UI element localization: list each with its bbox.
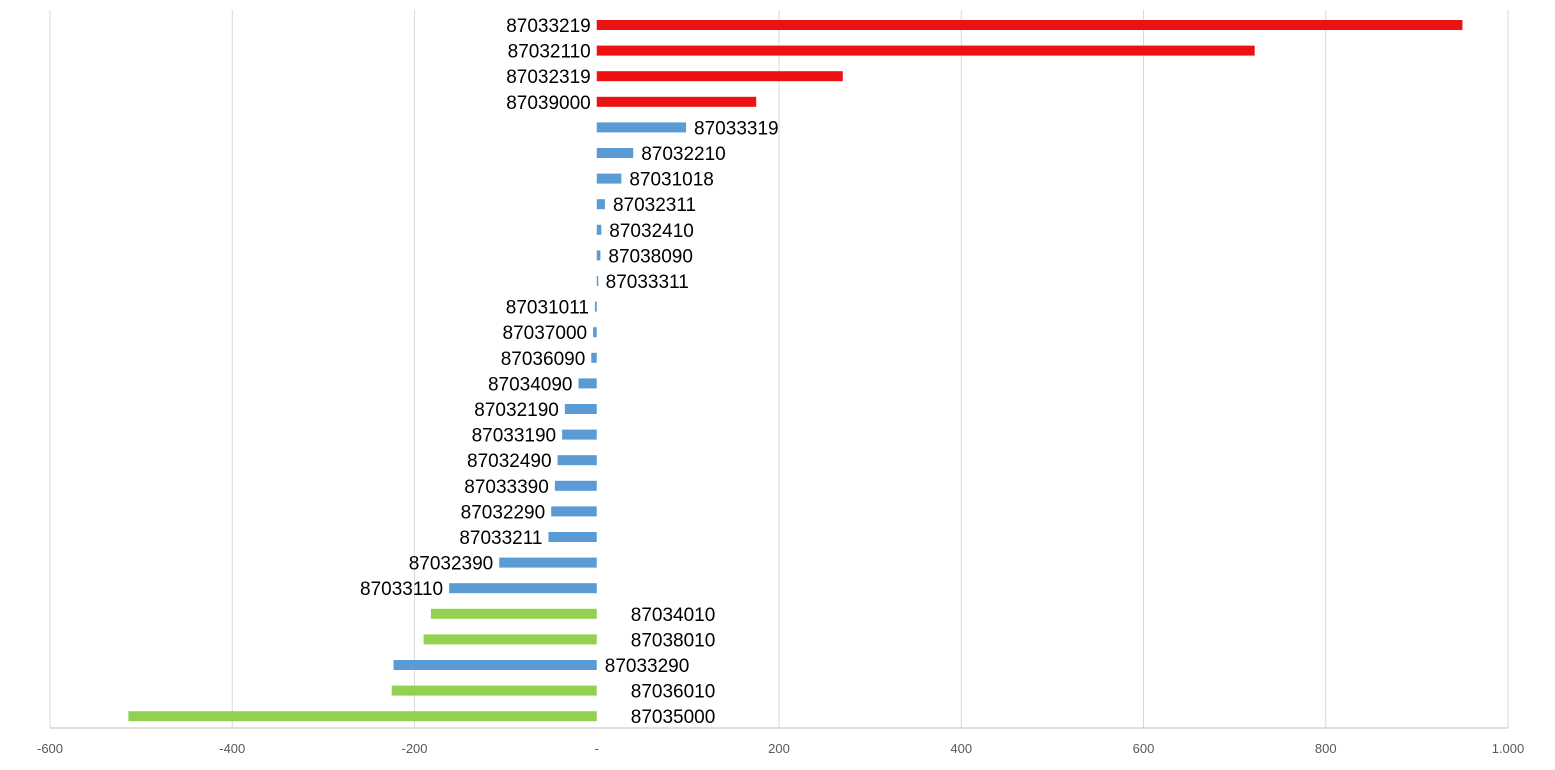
bar-87032190 bbox=[564, 404, 597, 414]
bar-87033319 bbox=[596, 122, 687, 133]
x-tick-label: - bbox=[595, 741, 599, 756]
category-label: 87039000 bbox=[506, 93, 591, 114]
bar-87038010 bbox=[423, 634, 597, 645]
bar-87031018 bbox=[596, 173, 622, 184]
category-label: 87032290 bbox=[461, 502, 546, 523]
category-label: 87032110 bbox=[508, 42, 591, 63]
bar-87034090 bbox=[578, 378, 597, 389]
bars bbox=[128, 20, 1463, 722]
category-label: 87032311 bbox=[613, 195, 696, 216]
category-labels: 87033219 87032110 87032319 87039000 87033319… bbox=[360, 16, 779, 728]
bar-87033311 bbox=[596, 276, 599, 286]
x-tick-label: 800 bbox=[1315, 741, 1337, 756]
x-tick-label: -600 bbox=[37, 741, 63, 756]
category-label: 87032319 bbox=[506, 67, 591, 88]
category-label: 87032210 bbox=[641, 144, 726, 165]
category-label: 87032490 bbox=[467, 451, 552, 472]
category-label: 87036010 bbox=[631, 682, 716, 703]
x-tick-label: 400 bbox=[950, 741, 972, 756]
bar-87036010 bbox=[391, 685, 597, 696]
category-label: 87034010 bbox=[631, 605, 716, 626]
bar-87033219 bbox=[596, 20, 1463, 30]
category-label: 87032410 bbox=[609, 221, 694, 242]
category-label: 87034090 bbox=[488, 374, 573, 395]
bar-87037000 bbox=[593, 327, 597, 338]
bar-87036090 bbox=[591, 352, 597, 363]
x-tick-label: -200 bbox=[401, 741, 427, 756]
gridlines bbox=[49, 10, 1509, 729]
category-label: 87033290 bbox=[605, 656, 690, 677]
category-label: 87033190 bbox=[472, 426, 557, 447]
bar-87034010 bbox=[430, 608, 597, 619]
category-label: 87033219 bbox=[506, 16, 591, 37]
x-tick-label: -400 bbox=[219, 741, 245, 756]
bar-87032319 bbox=[596, 71, 843, 82]
category-label: 87033311 bbox=[606, 272, 689, 293]
category-label: 87038010 bbox=[631, 630, 716, 651]
x-axis-tick-labels: -600 -400 -200-200 400 600 800 1.000 bbox=[37, 741, 1524, 756]
bar-87032410 bbox=[596, 224, 602, 235]
category-label: 87032390 bbox=[409, 554, 494, 575]
x-tick-label: 200 bbox=[768, 741, 790, 756]
x-tick-label: 600 bbox=[1133, 741, 1155, 756]
category-label: 87033390 bbox=[464, 477, 549, 498]
bar-87031011 bbox=[594, 301, 597, 312]
bar-87038090 bbox=[596, 250, 601, 261]
category-label: 87031011 bbox=[506, 298, 589, 319]
category-label: 87032190 bbox=[474, 400, 559, 421]
bar-87033190 bbox=[562, 429, 597, 440]
category-label: 87033110 bbox=[360, 579, 443, 600]
bar-87032290 bbox=[551, 506, 597, 517]
category-label: 87033319 bbox=[694, 118, 779, 139]
bar-87033390 bbox=[554, 480, 597, 491]
bar-87032311 bbox=[596, 199, 605, 210]
bar-87033211 bbox=[548, 532, 597, 542]
bar-87033110 bbox=[449, 583, 597, 594]
category-label: 87035000 bbox=[631, 707, 716, 728]
category-label: 87033211 bbox=[459, 528, 542, 549]
category-label: 87036090 bbox=[501, 349, 586, 370]
bar-87032110 bbox=[596, 45, 1255, 56]
bar-87035000 bbox=[128, 711, 597, 722]
bar-87039000 bbox=[596, 96, 757, 107]
bar-87032390 bbox=[499, 557, 597, 568]
category-label: 87038090 bbox=[608, 246, 693, 267]
bar-87032490 bbox=[557, 455, 597, 466]
x-tick-label: 1.000 bbox=[1492, 741, 1525, 756]
category-label: 87031018 bbox=[629, 170, 714, 191]
bar-87032210 bbox=[596, 148, 634, 158]
bar-87033290 bbox=[393, 660, 597, 670]
category-label: 87037000 bbox=[503, 323, 588, 344]
